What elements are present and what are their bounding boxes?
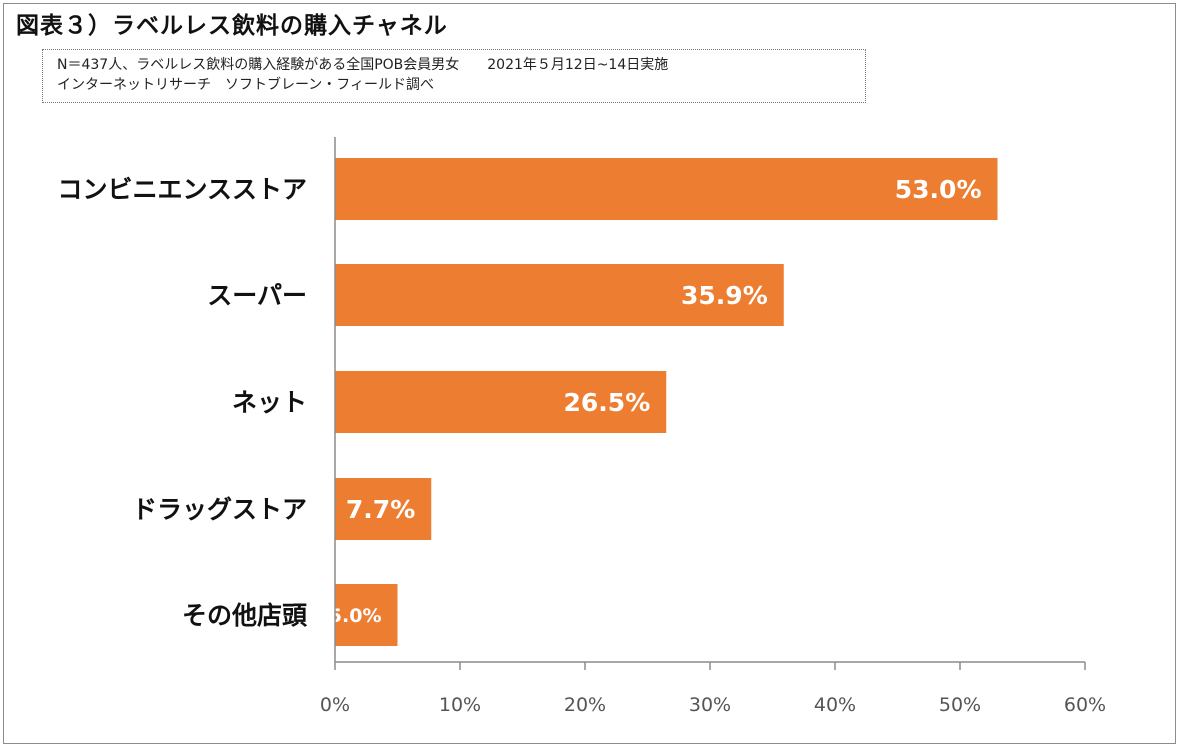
bar: [335, 264, 784, 326]
x-tick-label: 50%: [939, 694, 981, 716]
survey-note-line2: インターネットリサーチ ソフトブレーン・フィールド調べ: [57, 77, 435, 93]
x-tick-label: 20%: [564, 694, 606, 716]
bar-value-label: 26.5%: [564, 388, 651, 417]
chart-title: 図表３）ラベルレス飲料の購入チャネル: [16, 13, 448, 39]
x-tick-label: 0%: [320, 694, 350, 716]
category-label: ネット: [232, 388, 307, 417]
x-tick-label: 40%: [814, 694, 856, 716]
bar: [335, 584, 398, 646]
bar: [335, 478, 432, 540]
category-label: スーパー: [207, 281, 307, 310]
bar-value-label: 5.0%: [329, 605, 382, 627]
bar-value-label: 7.7%: [346, 495, 415, 524]
survey-note: N＝437人、ラベルレス飲料の購入経験がある全国POB会員男女 2021年５月1…: [42, 49, 866, 103]
bar: [335, 371, 667, 433]
x-tick-label: 30%: [689, 694, 731, 716]
bar-value-label: 53.0%: [895, 175, 982, 204]
bar-value-label: 35.9%: [681, 281, 768, 310]
category-label: ドラッグストア: [132, 495, 307, 524]
category-label: コンビニエンスストア: [57, 175, 307, 204]
x-tick-label: 10%: [439, 694, 481, 716]
x-tick-label: 60%: [1064, 694, 1106, 716]
survey-note-line1: N＝437人、ラベルレス飲料の購入経験がある全国POB会員男女 2021年５月1…: [57, 57, 669, 73]
category-label: その他店頭: [182, 601, 308, 630]
bar: [335, 158, 998, 220]
